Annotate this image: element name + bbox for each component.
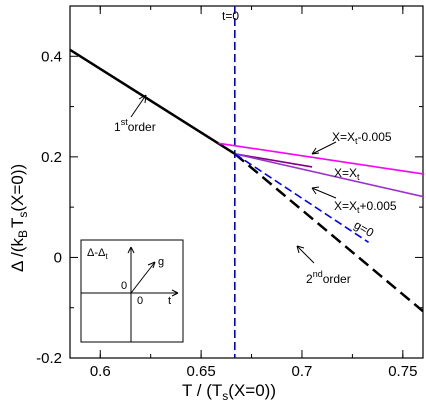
x-axis-title: T / (Ts(X=0)) — [182, 381, 276, 403]
series-g0 — [234, 153, 369, 244]
annotation-x-eq: X=Xt — [334, 166, 360, 182]
annotation-x-minus: X=Xt-0.005 — [311, 130, 392, 155]
annotation-x-plus: X=Xt+0.005 — [311, 186, 397, 215]
inset-t-label: t — [168, 295, 171, 307]
inset-ylabel: Δ-Δt — [87, 247, 108, 261]
y-axis-title: Δ /(kBTs(X=0)) — [8, 164, 30, 272]
annotation-first-main: 1 — [114, 120, 121, 134]
annotation-first-order: 1storder — [114, 94, 156, 134]
series-x_plus — [234, 153, 423, 198]
series-second_order — [233, 152, 423, 313]
y-tick-label: 0 — [54, 249, 62, 266]
annotation-second-main: 2 — [306, 272, 313, 286]
y-tick-label: 0.2 — [41, 149, 62, 166]
svg-text:X=Xt-0.005: X=Xt-0.005 — [332, 130, 392, 146]
svg-text:X=Xt+0.005: X=Xt+0.005 — [334, 199, 397, 215]
y-tick-label: -0.2 — [36, 350, 62, 367]
svg-text:X=Xt: X=Xt — [334, 166, 360, 182]
x-tick-label: 0.75 — [388, 363, 417, 380]
inset-g-vector — [130, 261, 156, 294]
axis-ticks — [70, 5, 423, 359]
plot-frame — [69, 5, 424, 359]
svg-text:1storder: 1storder — [114, 117, 156, 134]
annotation-second-order: 2ndorder — [296, 245, 351, 286]
annotation-second-sup: nd — [313, 269, 323, 279]
inset: Δ-Δt g t 0 0 — [80, 239, 184, 343]
series-x_minus — [218, 142, 423, 175]
x-tick-label: 0.65 — [187, 363, 216, 380]
annotation-second-rest: order — [323, 272, 351, 286]
y-tick-label: 0.4 — [41, 48, 62, 65]
svg-text:2ndorder: 2ndorder — [306, 269, 351, 286]
annotation-first-rest: order — [128, 120, 156, 134]
axis-tick-labels: 0.6 0.65 0.7 0.75 -0.2 0 0.2 0.4 — [36, 48, 417, 380]
inset-g-label: g — [158, 256, 164, 268]
annotation-first-sup: st — [121, 117, 129, 127]
vline-label: t=0 — [222, 9, 239, 23]
x-tick-label: 0.7 — [292, 363, 313, 380]
x-tick-label: 0.6 — [90, 363, 111, 380]
inset-origin-x: 0 — [137, 295, 143, 307]
series-first_order — [70, 48, 236, 155]
series-layer — [70, 6, 423, 358]
inset-origin-y: 0 — [121, 280, 127, 292]
annotation-g0: g=0 — [352, 218, 377, 240]
